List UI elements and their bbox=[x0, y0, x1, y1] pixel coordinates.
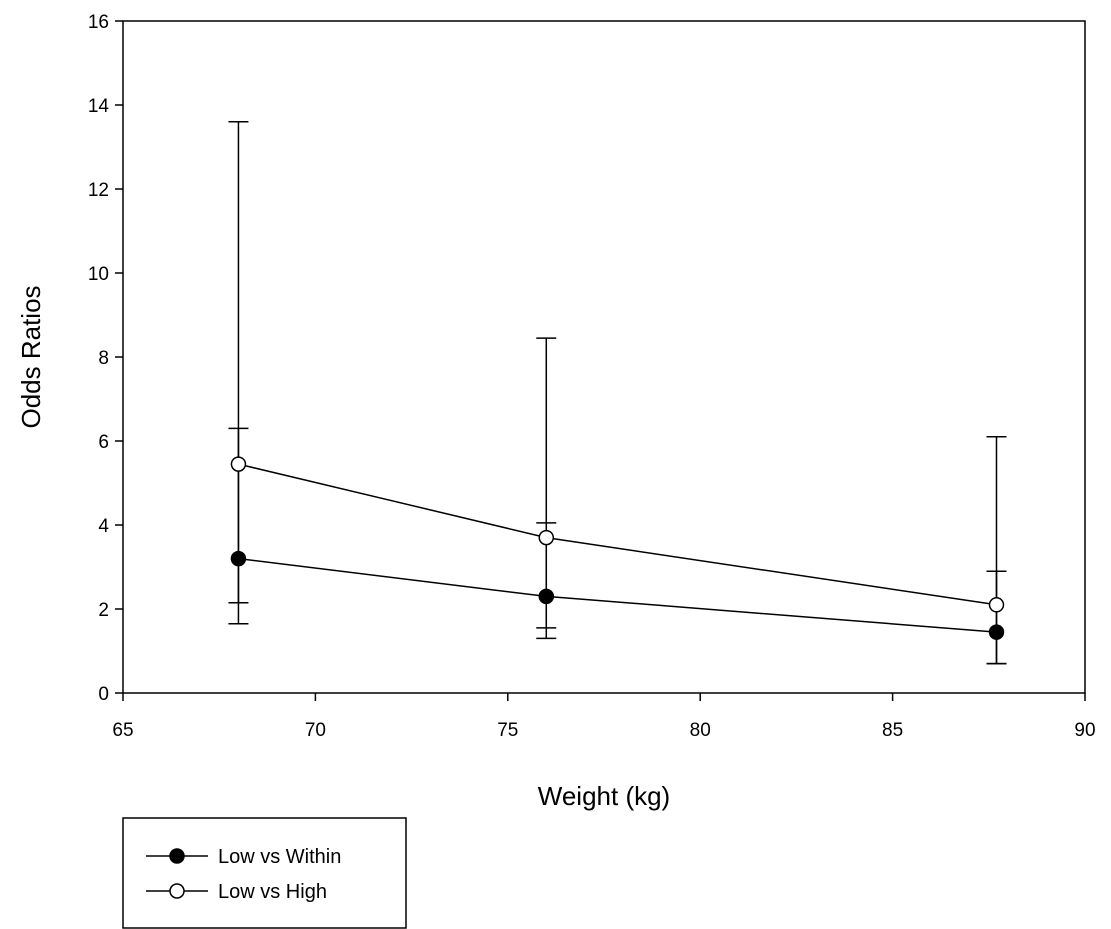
open-point bbox=[988, 597, 1005, 613]
y-tick-label: 10 bbox=[88, 264, 109, 285]
legend-label: Low vs Within bbox=[218, 846, 341, 868]
error-bars bbox=[228, 121, 1007, 665]
x-tick-label: 65 bbox=[112, 720, 133, 741]
y-tick-label: 16 bbox=[88, 12, 109, 33]
series-markers bbox=[230, 456, 1005, 640]
legend: Low vs Within Low vs High bbox=[122, 817, 407, 929]
legend-marker-filled bbox=[169, 848, 185, 864]
legend-label: Low vs High bbox=[218, 881, 327, 903]
x-tick-label: 75 bbox=[497, 720, 518, 741]
open-point bbox=[538, 529, 555, 546]
y-tick-label: 0 bbox=[98, 684, 109, 705]
filled-point bbox=[230, 550, 247, 567]
legend-box bbox=[122, 817, 407, 929]
y-tick-label: 8 bbox=[98, 348, 109, 369]
open-point bbox=[230, 456, 247, 472]
series-lines bbox=[238, 463, 997, 633]
filled-point bbox=[988, 624, 1005, 640]
y-axis: 0 2 4 6 8 10 12 14 16 bbox=[88, 12, 123, 705]
series-line-low-vs-within bbox=[238, 557, 997, 633]
y-tick-label: 6 bbox=[98, 432, 109, 453]
filled-point bbox=[538, 588, 555, 605]
plot-frame bbox=[122, 20, 1086, 694]
y-tick-label: 2 bbox=[98, 600, 109, 621]
legend-marker-open bbox=[169, 883, 185, 899]
x-axis-title: Weight (kg) bbox=[538, 781, 670, 811]
x-tick-label: 80 bbox=[690, 720, 711, 741]
y-tick-label: 12 bbox=[88, 180, 109, 201]
x-tick-label: 90 bbox=[1074, 720, 1095, 741]
x-axis: 65 70 75 80 85 90 bbox=[112, 693, 1096, 741]
y-axis-title: Odds Ratios bbox=[16, 285, 46, 428]
x-tick-label: 70 bbox=[305, 720, 326, 741]
x-tick-label: 85 bbox=[882, 720, 903, 741]
y-tick-label: 4 bbox=[98, 516, 109, 537]
y-tick-label: 14 bbox=[88, 96, 110, 117]
series-line-low-vs-high bbox=[238, 463, 997, 606]
